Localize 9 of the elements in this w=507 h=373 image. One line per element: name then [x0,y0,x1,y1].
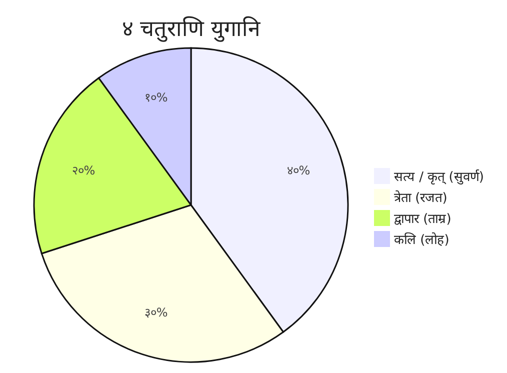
legend-label: त्रेता (रजत) [394,190,448,206]
chart-title: ४ चतुराणि युगानि [122,16,261,42]
legend-label: कलि (लोह) [394,232,450,248]
data-label: ४०% [286,163,310,178]
legend-label: द्वापार (ताम्र) [394,212,452,227]
slice-label: सत्य / कृत् (सुवर्ण) [394,169,484,185]
data-label: २०% [72,163,96,178]
data-label: ३०% [144,306,168,320]
data-label: १०% [144,90,168,105]
